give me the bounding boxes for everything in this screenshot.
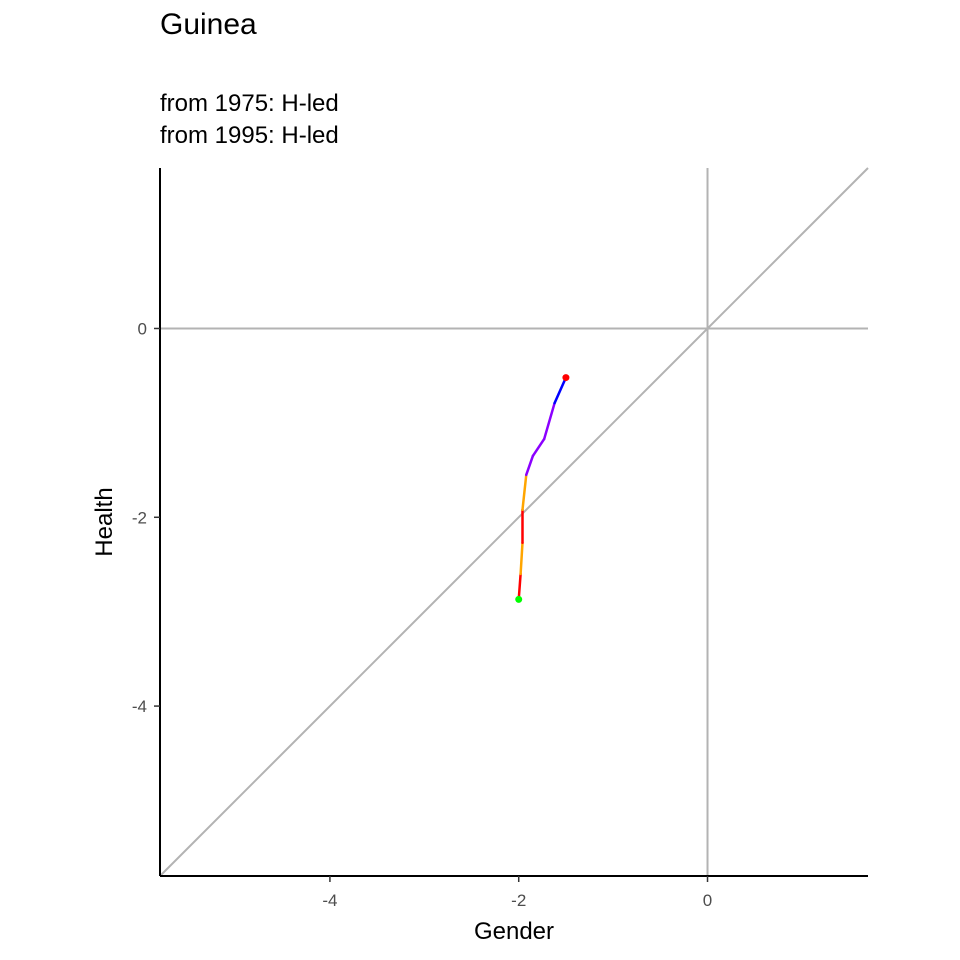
y-tick-label: 0 xyxy=(138,319,147,338)
y-tick-label: -2 xyxy=(132,508,147,527)
series-0-segment-5 xyxy=(531,437,546,458)
x-tick-label: -4 xyxy=(322,891,337,910)
series-0-segment-0 xyxy=(517,572,522,601)
diagonal-reference-line xyxy=(159,167,869,877)
series-0-segment-1 xyxy=(519,541,524,576)
y-tick-label: -4 xyxy=(132,697,147,716)
series-0-segment-3 xyxy=(521,473,528,511)
x-axis-title: Gender xyxy=(474,918,554,945)
reference-lines xyxy=(159,167,869,877)
tick-labels: -4 -2 0 0 -2 -4 xyxy=(132,319,712,910)
series-start-point xyxy=(515,595,523,603)
chart-subtitle-line-1: from 1975: H-led xyxy=(160,90,339,117)
y-axis-title: Health xyxy=(91,487,118,556)
axes xyxy=(159,168,868,877)
x-tick-label: 0 xyxy=(703,891,712,910)
series-0-segment-4 xyxy=(525,454,535,477)
series-path xyxy=(515,374,570,603)
series-end-point xyxy=(562,374,570,382)
chart-subtitle-line-2: from 1995: H-led xyxy=(160,122,339,149)
series-0-segment-7 xyxy=(553,376,568,405)
chart-title: Guinea xyxy=(160,8,257,41)
x-tick-label: -2 xyxy=(511,891,526,910)
series-0-segment-6 xyxy=(542,401,556,441)
